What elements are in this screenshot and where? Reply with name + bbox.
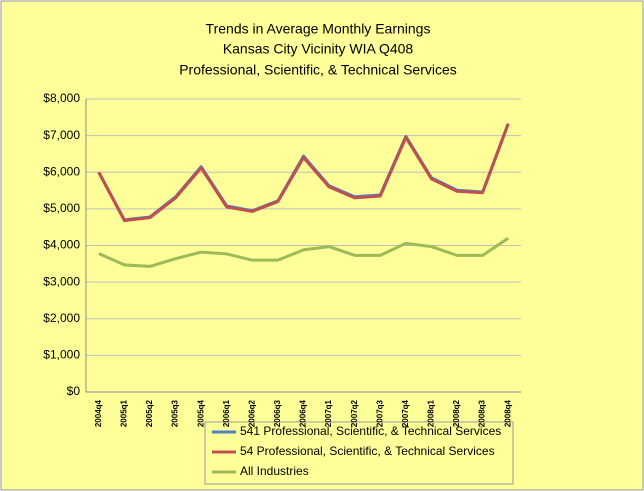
chart-subtitle: Kansas City Vicinity WIA Q408 <box>223 41 414 57</box>
y-tick-label: $8,000 <box>43 91 80 105</box>
legend-label: 54 Professional, Scientific, & Technical… <box>240 444 495 458</box>
y-tick-label: $2,000 <box>43 311 80 325</box>
x-tick-label: 2005q4 <box>196 399 205 427</box>
x-tick-label: 2007q3 <box>375 399 384 427</box>
x-tick-label: 2008q3 <box>478 399 487 427</box>
legend <box>204 421 514 485</box>
series-line <box>97 123 510 223</box>
x-tick-label: 2005q2 <box>145 399 154 427</box>
y-tick-label: $1,000 <box>43 348 80 362</box>
x-tick-label: 2004q4 <box>94 399 103 427</box>
x-tick-label: 2008q1 <box>427 399 436 427</box>
x-tick-label: 2006q2 <box>247 399 256 427</box>
x-tick-label: 2007q2 <box>350 399 359 427</box>
legend-label: 541 Professional, Scientific, & Technica… <box>240 424 501 438</box>
chart-subtitle: Professional, Scientific, & Technical Se… <box>179 62 457 78</box>
y-tick-label: $5,000 <box>43 201 80 215</box>
y-tick-label: $4,000 <box>43 238 80 252</box>
y-tick-label: $7,000 <box>43 128 80 142</box>
legend-label: All Industries <box>240 464 309 478</box>
chart-title: Trends in Average Monthly Earnings <box>206 21 431 37</box>
x-tick-label: 2006q1 <box>222 399 231 427</box>
y-tick-label: $3,000 <box>43 274 80 288</box>
x-tick-label: 2007q1 <box>324 399 333 427</box>
y-tick-label: $6,000 <box>43 164 80 178</box>
y-tick-label: $0 <box>67 384 81 398</box>
x-tick-label: 2005q1 <box>119 399 128 427</box>
x-tick-label: 2008q2 <box>452 399 461 427</box>
x-tick-label: 2005q3 <box>171 399 180 427</box>
x-tick-label: 2007q4 <box>401 399 410 427</box>
x-tick-label: 2006q3 <box>273 399 282 427</box>
x-tick-label: 2006q4 <box>299 399 308 427</box>
series-line <box>98 236 510 268</box>
x-tick-label: 2008q4 <box>503 399 512 427</box>
